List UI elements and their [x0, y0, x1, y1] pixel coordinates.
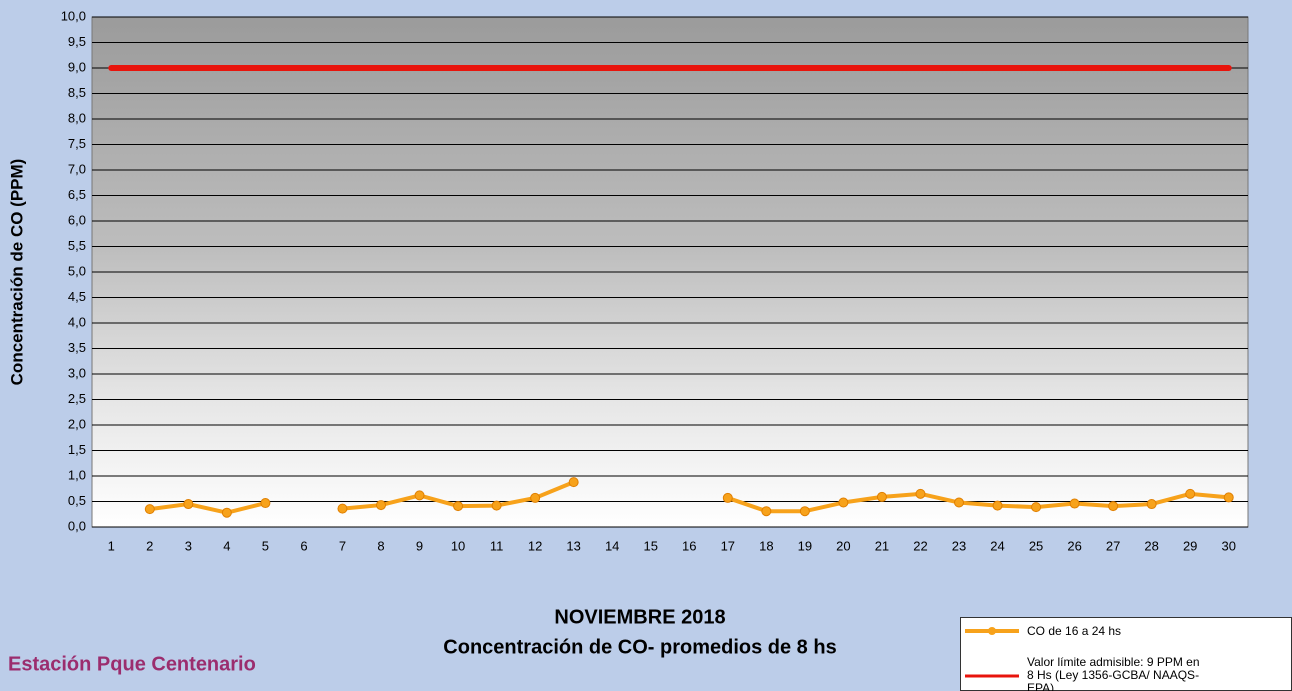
chart-subtitle: Concentración de CO- promedios de 8 hs: [443, 636, 836, 658]
data-point: [454, 502, 463, 511]
x-tick-label: 1: [108, 538, 115, 553]
page: NOVIEMBRE 2018 Concentración de CO- prom…: [0, 0, 1292, 691]
data-point: [492, 501, 501, 510]
data-point: [1032, 503, 1041, 512]
x-tick-label: 2: [146, 538, 153, 553]
x-tick-label: 30: [1221, 538, 1235, 553]
y-tick-label: 1,0: [68, 467, 86, 482]
x-tick-label: 19: [798, 538, 812, 553]
x-tick-label: 4: [223, 538, 230, 553]
y-tick-label: 0,5: [68, 493, 86, 508]
x-tick-label: 28: [1144, 538, 1158, 553]
data-point: [916, 489, 925, 498]
y-tick-label: 4,0: [68, 314, 86, 329]
data-point: [723, 493, 732, 502]
data-point: [377, 501, 386, 510]
y-tick-label: 8,5: [68, 85, 86, 100]
legend-item: CO de 16 a 24 hs: [961, 624, 1207, 638]
data-point: [762, 507, 771, 516]
y-tick-label: 3,0: [68, 365, 86, 380]
y-tick-label: 5,0: [68, 263, 86, 278]
x-tick-label: 24: [990, 538, 1004, 553]
x-tick-label: 26: [1067, 538, 1081, 553]
x-tick-label: 12: [528, 538, 542, 553]
y-tick-label: 5,5: [68, 238, 86, 253]
x-tick-label: 15: [643, 538, 657, 553]
data-point: [1224, 493, 1233, 502]
legend-swatch: [961, 669, 1021, 683]
x-tick-label: 25: [1029, 538, 1043, 553]
legend-item: Valor límite admisible: 9 PPM en 8 Hs (L…: [961, 656, 1207, 691]
x-tick-label: 7: [339, 538, 346, 553]
y-tick-label: 1,5: [68, 442, 86, 457]
y-tick-label: 9,5: [68, 34, 86, 49]
data-point: [261, 499, 270, 508]
legend-marker: [988, 627, 996, 635]
data-point: [569, 478, 578, 487]
x-tick-label: 6: [300, 538, 307, 553]
data-point: [993, 501, 1002, 510]
x-tick-label: 29: [1183, 538, 1197, 553]
y-tick-label: 2,0: [68, 416, 86, 431]
y-tick-label: 7,5: [68, 136, 86, 151]
data-point: [1186, 489, 1195, 498]
chart-title: NOVIEMBRE 2018: [554, 606, 725, 628]
data-point: [531, 493, 540, 502]
data-point: [877, 492, 886, 501]
data-point: [839, 498, 848, 507]
x-tick-label: 27: [1106, 538, 1120, 553]
x-tick-label: 10: [451, 538, 465, 553]
legend-label: Valor límite admisible: 9 PPM en 8 Hs (L…: [1027, 656, 1207, 691]
data-point: [222, 508, 231, 517]
data-point: [955, 498, 964, 507]
y-tick-label: 2,5: [68, 391, 86, 406]
y-axis-label: Concentración de CO (PPM): [7, 159, 26, 386]
y-tick-label: 0,0: [68, 518, 86, 533]
data-point: [145, 505, 154, 514]
x-tick-label: 5: [262, 538, 269, 553]
chart: NOVIEMBRE 2018 Concentración de CO- prom…: [0, 0, 1292, 691]
data-point: [1070, 499, 1079, 508]
y-tick-label: 6,5: [68, 187, 86, 202]
data-point: [1147, 500, 1156, 509]
y-tick-label: 3,5: [68, 340, 86, 355]
x-tick-label: 16: [682, 538, 696, 553]
x-tick-label: 14: [605, 538, 619, 553]
x-tick-label: 3: [185, 538, 192, 553]
x-tick-label: 8: [377, 538, 384, 553]
x-tick-label: 20: [836, 538, 850, 553]
x-tick-label: 22: [913, 538, 927, 553]
data-point: [184, 500, 193, 509]
data-point: [338, 504, 347, 513]
y-tick-label: 6,0: [68, 212, 86, 227]
x-tick-label: 17: [721, 538, 735, 553]
x-tick-label: 18: [759, 538, 773, 553]
legend: CO de 16 a 24 hs Valor límite admisible: …: [960, 617, 1292, 691]
y-tick-label: 8,0: [68, 110, 86, 125]
x-tick-label: 11: [490, 538, 504, 553]
y-tick-label: 9,0: [68, 59, 86, 74]
y-tick-label: 7,0: [68, 161, 86, 176]
data-point: [1109, 502, 1118, 511]
y-tick-label: 10,0: [61, 8, 86, 23]
legend-label: CO de 16 a 24 hs: [1027, 625, 1207, 638]
x-tick-label: 13: [566, 538, 580, 553]
y-tick-label: 4,5: [68, 289, 86, 304]
data-point: [415, 491, 424, 500]
legend-swatch: [961, 624, 1021, 638]
station-label: Estación Pque Centenario: [8, 653, 256, 675]
x-tick-label: 9: [416, 538, 423, 553]
data-point: [800, 507, 809, 516]
x-tick-label: 21: [875, 538, 889, 553]
x-tick-label: 23: [952, 538, 966, 553]
